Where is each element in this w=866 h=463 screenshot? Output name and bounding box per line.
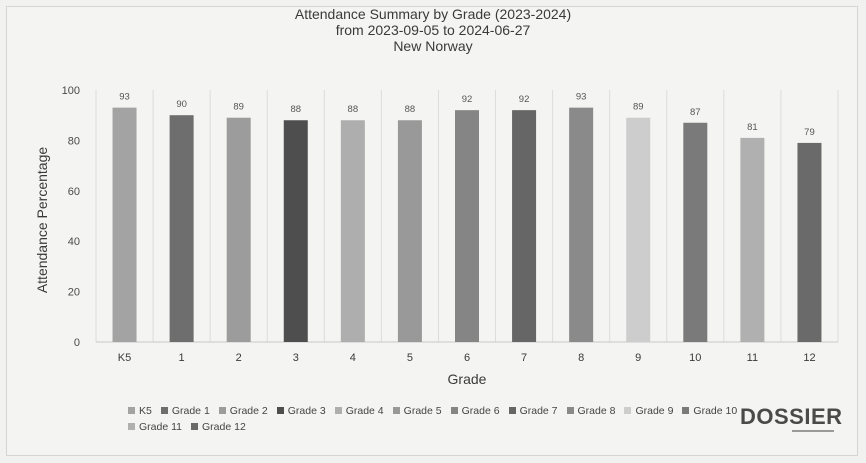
x-tick-label: 2 (236, 352, 242, 364)
bar-1 (169, 115, 194, 342)
data-label: 89 (633, 102, 644, 113)
x-tick-label: 7 (521, 352, 527, 364)
bar-2 (226, 117, 251, 342)
x-tick-label: 8 (578, 352, 584, 364)
bar-9 (626, 117, 651, 342)
bar-8 (569, 107, 594, 342)
chart-legend: K5 Grade 1 Grade 2 Grade 3 Grade 4 Grade 5 Gra… (128, 403, 748, 435)
legend-label: Grade 1 (171, 405, 210, 417)
legend-label: K5 (139, 405, 152, 417)
legend-item[interactable]: Grade 9 (624, 403, 673, 419)
legend-label: Grade 4 (345, 405, 384, 417)
legend-swatch (566, 406, 574, 414)
legend-label: Grade 6 (461, 405, 500, 417)
legend-item[interactable]: Grade 4 (334, 403, 384, 419)
legend-swatch (160, 406, 168, 414)
legend-item[interactable]: K5 (128, 403, 152, 419)
logo-tagline-line (792, 430, 834, 432)
legend-label: Grade 7 (519, 405, 558, 417)
x-tick-label: 10 (689, 352, 701, 364)
x-tick-label: 12 (803, 352, 815, 364)
legend-item[interactable]: Grade 6 (450, 403, 500, 419)
y-tick-label: 0 (74, 337, 80, 349)
y-tick-label: 20 (68, 287, 80, 299)
x-axis-title: Grade (448, 371, 487, 387)
legend-item[interactable]: Grade 1 (160, 403, 210, 419)
bar-12 (797, 142, 822, 342)
legend-swatch (682, 406, 690, 414)
bar-K5 (112, 107, 137, 342)
data-label: 88 (405, 104, 416, 115)
legend-label: Grade 3 (287, 405, 326, 417)
legend-label: Grade 8 (577, 405, 616, 417)
x-tick-label: 3 (293, 352, 299, 364)
data-label: 81 (747, 122, 758, 133)
chart-subtitle-location: New Norway (393, 38, 473, 54)
data-label: 93 (119, 92, 130, 103)
legend-swatch (450, 406, 458, 414)
legend-swatch (128, 422, 135, 430)
y-tick-label: 40 (68, 236, 80, 248)
chart-title: Attendance Summary by Grade (2023-2024) (294, 6, 572, 22)
legend-swatch (191, 422, 198, 430)
legend-swatch (508, 406, 516, 414)
data-label: 92 (462, 94, 473, 105)
data-label: 93 (576, 92, 587, 103)
legend-swatch (218, 406, 226, 414)
legend-item[interactable]: Grade 8 (566, 403, 616, 419)
legend-label: Grade 5 (403, 405, 442, 417)
x-tick-label: 5 (407, 352, 413, 364)
data-label: 90 (176, 99, 187, 110)
chart-title-block: Attendance Summary by Grade (2023-2024) … (0, 6, 866, 54)
x-tick-label: 9 (635, 352, 641, 364)
data-label: 89 (233, 102, 244, 113)
legend-label: Grade 2 (229, 405, 268, 417)
x-tick-label: 4 (350, 352, 356, 364)
legend-swatch (624, 406, 632, 414)
x-tick-label: 11 (747, 352, 758, 364)
legend-label: Grade 10 (693, 405, 738, 417)
legend-label: Grade 11 (139, 421, 182, 433)
data-label: 88 (348, 104, 359, 115)
legend-label: Grade 9 (635, 405, 674, 417)
legend-swatch (276, 406, 284, 414)
legend-label: Grade 12 (202, 421, 246, 433)
y-tick-label: 100 (62, 85, 80, 97)
legend-item[interactable]: Grade 11 (128, 419, 182, 435)
legend-swatch (334, 406, 342, 414)
legend-swatch (392, 406, 400, 414)
data-label: 87 (690, 107, 701, 118)
y-axis-title: Attendance Percentage (34, 147, 50, 294)
legend-item[interactable]: Grade 10 (682, 403, 737, 419)
legend-item[interactable]: Grade 5 (392, 403, 442, 419)
legend-item[interactable]: Grade 12 (191, 419, 246, 435)
data-label: 88 (290, 104, 301, 115)
x-tick-label: 6 (464, 352, 470, 364)
legend-item[interactable]: Grade 3 (276, 403, 326, 419)
x-tick-label: K5 (118, 352, 131, 364)
legend-swatch (128, 406, 135, 414)
y-tick-label: 60 (68, 186, 80, 198)
x-tick-label: 1 (179, 352, 185, 364)
bar-7 (512, 110, 537, 342)
dossier-logo: DOSSIER (740, 404, 843, 429)
data-label: 79 (804, 127, 815, 138)
bar-6 (455, 110, 479, 342)
bar-5 (397, 120, 422, 343)
bar-3 (283, 120, 308, 343)
legend-item[interactable]: Grade 2 (218, 403, 268, 419)
chart-frame (6, 6, 858, 456)
bar-10 (683, 122, 708, 342)
legend-item[interactable]: Grade 7 (508, 403, 558, 419)
y-tick-label: 80 (68, 135, 80, 147)
chart-subtitle-dates: from 2023-09-05 to 2024-06-27 (335, 22, 531, 38)
data-label: 92 (519, 94, 530, 105)
bar-4 (340, 120, 365, 343)
bar-11 (740, 137, 765, 342)
